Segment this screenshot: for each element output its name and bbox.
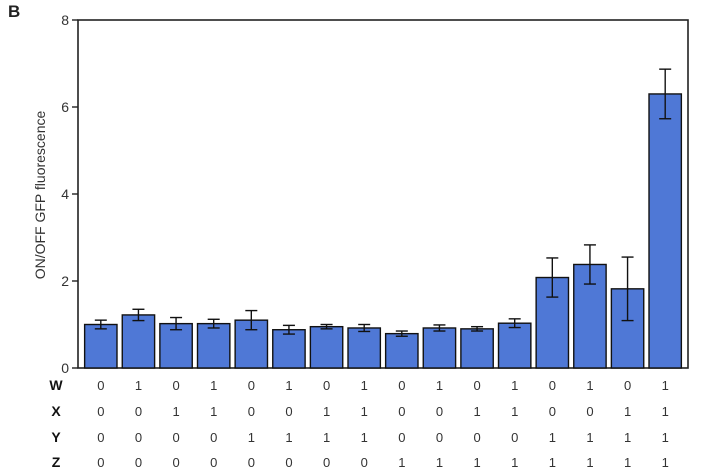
y-tick-label: 8 bbox=[61, 12, 69, 28]
bar bbox=[573, 263, 607, 369]
input-table-cell: 0 bbox=[473, 430, 480, 445]
input-table-cell: 0 bbox=[210, 430, 217, 445]
input-table-cell: 1 bbox=[436, 455, 443, 470]
input-table-cell: 1 bbox=[285, 430, 292, 445]
input-table-cell: 1 bbox=[662, 378, 669, 393]
bar bbox=[422, 327, 457, 369]
input-table-cell: 1 bbox=[135, 378, 142, 393]
input-row-label: X bbox=[51, 403, 61, 419]
input-table-cell: 0 bbox=[323, 455, 330, 470]
bar bbox=[347, 327, 382, 369]
bar bbox=[196, 322, 231, 369]
bar bbox=[83, 323, 118, 369]
input-table-cell: 0 bbox=[172, 378, 179, 393]
y-tick-label: 2 bbox=[61, 273, 69, 289]
input-table-cell: 0 bbox=[135, 404, 142, 419]
input-table-cell: 0 bbox=[436, 430, 443, 445]
input-table-cell: 0 bbox=[248, 404, 255, 419]
input-table-cell: 1 bbox=[586, 455, 593, 470]
input-table-cell: 0 bbox=[436, 404, 443, 419]
input-row-label: Z bbox=[52, 454, 61, 470]
input-table-cell: 1 bbox=[662, 455, 669, 470]
input-table-cell: 0 bbox=[97, 378, 104, 393]
bar bbox=[309, 325, 344, 369]
input-table-cell: 0 bbox=[549, 378, 556, 393]
input-table-cell: 1 bbox=[323, 430, 330, 445]
input-table-cell: 1 bbox=[210, 378, 217, 393]
error-bars-layer bbox=[94, 68, 672, 337]
input-table-cell: 1 bbox=[361, 378, 368, 393]
bar bbox=[272, 329, 306, 369]
bar bbox=[121, 314, 156, 369]
input-table-cell: 1 bbox=[662, 430, 669, 445]
input-table-cell: 0 bbox=[285, 455, 292, 470]
input-table-cell: 0 bbox=[172, 455, 179, 470]
input-table-cell: 1 bbox=[436, 378, 443, 393]
y-tick-label: 4 bbox=[61, 186, 69, 202]
input-table-cell: 0 bbox=[135, 430, 142, 445]
input-table-cell: 0 bbox=[473, 378, 480, 393]
input-table-cell: 0 bbox=[511, 430, 518, 445]
input-table-cell: 1 bbox=[285, 378, 292, 393]
input-table-cell: 0 bbox=[248, 455, 255, 470]
bar bbox=[460, 328, 494, 369]
bar bbox=[384, 332, 419, 369]
y-tick-label: 6 bbox=[61, 99, 69, 115]
input-table-cell: 1 bbox=[586, 378, 593, 393]
input-table-cell: 1 bbox=[473, 455, 480, 470]
bar bbox=[234, 319, 269, 369]
input-table-cell: 1 bbox=[398, 455, 405, 470]
input-table-cell: 0 bbox=[97, 404, 104, 419]
input-table-cell: 0 bbox=[248, 378, 255, 393]
input-table-cell: 1 bbox=[361, 430, 368, 445]
input-table-cell: 1 bbox=[511, 378, 518, 393]
input-table-cell: 1 bbox=[549, 455, 556, 470]
input-table-cell: 1 bbox=[511, 404, 518, 419]
input-table-cell: 1 bbox=[624, 430, 631, 445]
input-table-cell: 0 bbox=[586, 404, 593, 419]
input-row-label: W bbox=[49, 377, 63, 393]
input-table-layer: W 0 1 0 1 0 1 0 1 0 1 0 1 0 1 0 1 X 0 0 1 1 0 0 1 1 0 0 1 1 0 0 1 1 Y 0 0 0 0 1… bbox=[49, 377, 668, 470]
input-table-cell: 0 bbox=[398, 430, 405, 445]
axes-layer: 0 2 4 6 8 bbox=[61, 12, 689, 376]
input-table-cell: 1 bbox=[511, 455, 518, 470]
input-table-cell: 1 bbox=[549, 430, 556, 445]
input-table-cell: 1 bbox=[624, 404, 631, 419]
input-table-cell: 0 bbox=[398, 404, 405, 419]
input-table-cell: 0 bbox=[285, 404, 292, 419]
input-table-cell: 1 bbox=[172, 404, 179, 419]
input-table-cell: 0 bbox=[624, 378, 631, 393]
input-table-cell: 0 bbox=[135, 455, 142, 470]
input-table-cell: 1 bbox=[586, 430, 593, 445]
input-table-cell: 1 bbox=[248, 430, 255, 445]
input-table-cell: 1 bbox=[624, 455, 631, 470]
input-table-cell: 1 bbox=[210, 404, 217, 419]
input-table-cell: 0 bbox=[97, 455, 104, 470]
input-table-cell: 1 bbox=[473, 404, 480, 419]
input-table-cell: 1 bbox=[323, 404, 330, 419]
input-table-cell: 0 bbox=[323, 378, 330, 393]
y-axis-label: ON/OFF GFP fluorescence bbox=[32, 111, 48, 280]
input-row-label: Y bbox=[51, 429, 61, 445]
input-table-cell: 1 bbox=[662, 404, 669, 419]
input-table-cell: 0 bbox=[97, 430, 104, 445]
input-table-cell: 1 bbox=[361, 404, 368, 419]
bar bbox=[497, 322, 532, 369]
input-table-cell: 0 bbox=[210, 455, 217, 470]
y-tick-label: 0 bbox=[61, 360, 69, 376]
input-table-cell: 0 bbox=[361, 455, 368, 470]
input-table-cell: 0 bbox=[172, 430, 179, 445]
panel-label: B bbox=[8, 2, 21, 21]
bars-layer bbox=[83, 93, 683, 369]
bar bbox=[648, 93, 683, 369]
input-table-cell: 0 bbox=[549, 404, 556, 419]
input-table-cell: 0 bbox=[398, 378, 405, 393]
